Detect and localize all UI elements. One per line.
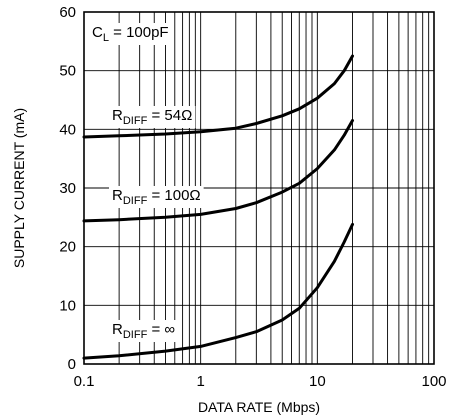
rdiff-100-label: RDIFF = 100Ω — [109, 186, 204, 208]
y-axis-title: SUPPLY CURRENT (mA) — [11, 108, 27, 268]
series-line-1 — [82, 54, 354, 139]
x-tick-label: 10 — [309, 373, 326, 390]
rdiff-54-label: RDIFF = 54Ω — [109, 106, 196, 128]
x-tick-label: 1 — [196, 373, 204, 390]
rdiff-54-label-subscript: DIFF — [123, 115, 148, 127]
plot-frame — [83, 11, 435, 365]
y-tick-label: 20 — [59, 239, 76, 256]
rdiff-100-label-main: R — [112, 187, 123, 204]
load-capacitance-label-subscript: L — [103, 32, 109, 44]
y-tick-label: 40 — [59, 121, 76, 138]
y-tick-label: 60 — [59, 4, 76, 21]
rdiff-100-label-subscript: DIFF — [123, 195, 148, 207]
rdiff-infinite-label-background — [109, 320, 179, 342]
y-tick-label: 30 — [59, 180, 76, 197]
rdiff-infinite-label-rest: = ∞ — [147, 321, 175, 338]
rdiff-infinite-label-main: R — [112, 321, 123, 338]
y-tick-label: 0 — [68, 356, 76, 373]
series-line-3 — [82, 222, 354, 360]
series-line-2 — [82, 119, 354, 223]
load-capacitance-label-rest: = 100pF — [109, 24, 169, 41]
rdiff-infinite-label: RDIFF = ∞ — [109, 320, 179, 342]
rdiff-100-label-text: RDIFF = 100Ω — [112, 187, 201, 207]
load-capacitance-label-background — [88, 23, 173, 45]
x-tick-label: 0.1 — [74, 373, 95, 390]
rdiff-54-label-text: RDIFF = 54Ω — [112, 107, 192, 127]
y-tick-label: 50 — [59, 63, 76, 80]
rdiff-infinite-label-text: RDIFF = ∞ — [112, 321, 175, 341]
x-tick-label: 100 — [421, 373, 446, 390]
rdiff-54-label-rest: = 54Ω — [147, 107, 192, 124]
rdiff-54-label-background — [109, 106, 196, 128]
x-axis-title: DATA RATE (Mbps) — [198, 399, 320, 415]
rdiff-54-label-main: R — [112, 107, 123, 124]
load-capacitance-label-text: CL = 100pF — [92, 24, 169, 44]
rdiff-100-label-rest: = 100Ω — [147, 187, 200, 204]
load-capacitance-label: CL = 100pF — [88, 23, 173, 45]
load-capacitance-label-main: C — [92, 24, 103, 41]
curves — [82, 54, 354, 360]
rdiff-infinite-label-subscript: DIFF — [123, 329, 148, 341]
tick-labels: 0.1 1 10 100 0 10 20 30 40 50 60 — [59, 4, 446, 390]
y-tick-label: 10 — [59, 297, 76, 314]
rdiff-100-label-background — [109, 186, 204, 208]
